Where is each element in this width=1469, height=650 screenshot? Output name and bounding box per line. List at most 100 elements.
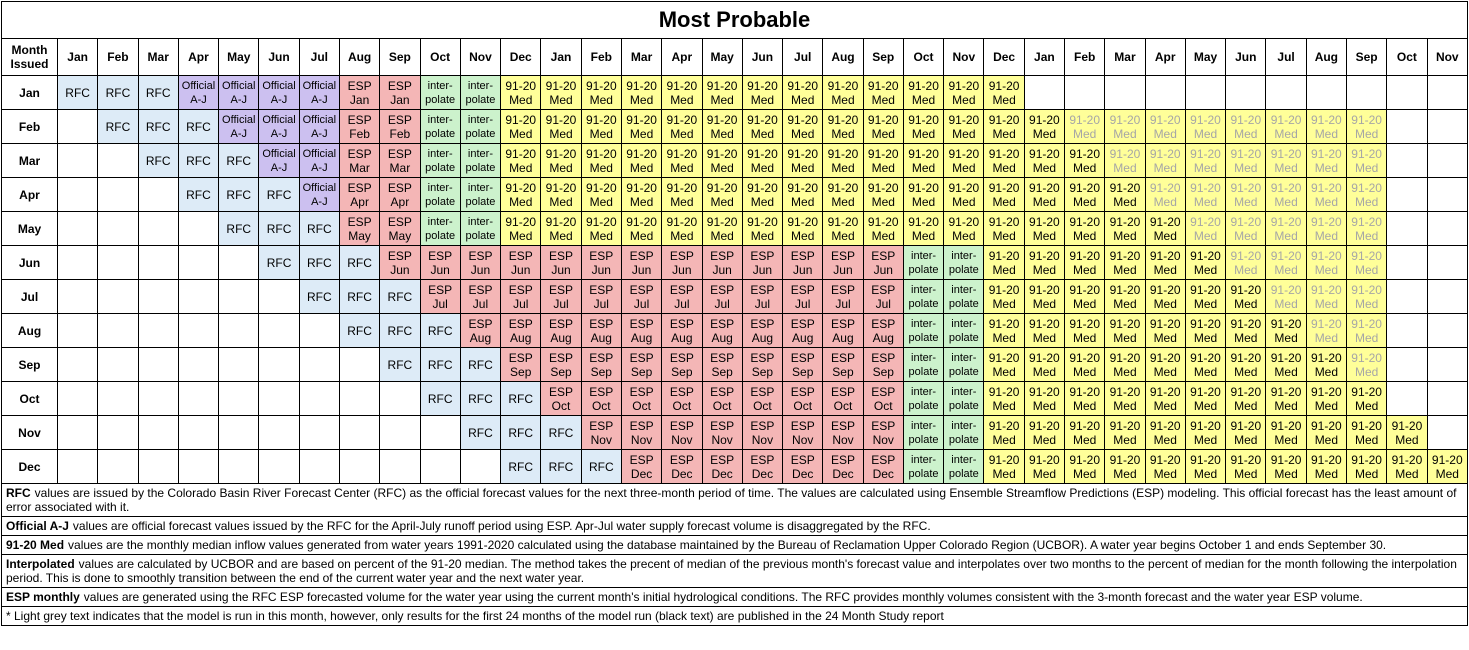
cell-esp: ESP Jul xyxy=(661,279,703,314)
cell-esp: ESP Nov xyxy=(620,415,663,450)
cell-esp: ESP Nov xyxy=(822,415,864,450)
cell-med: 91-20 Med xyxy=(902,211,945,246)
cell-esp: ESP Aug xyxy=(661,313,703,348)
cell-med: 91-20 Med xyxy=(701,211,743,246)
cell-off: Official A-J xyxy=(258,75,300,110)
cell-med: 91-20 Med xyxy=(500,75,542,110)
row: Jan RFC RFC RFC Official A-J Official A-J Offi… xyxy=(1,75,1469,110)
cell-med: 91-20 Med xyxy=(983,313,1025,348)
cell-rfc: RFC xyxy=(137,75,179,110)
cell-med: 91-20 Med xyxy=(1225,109,1267,144)
cell-int: inter-polate xyxy=(943,381,985,416)
empty-cell xyxy=(56,347,99,382)
cell-int: inter-polate xyxy=(419,75,461,110)
title: Most Probable xyxy=(1,1,1468,39)
cell-esp: ESP Jun xyxy=(620,245,663,280)
cell-med: 91-20 Med xyxy=(1144,313,1186,348)
cell-esp: ESP Aug xyxy=(580,313,622,348)
empty-cell xyxy=(137,347,179,382)
cell-esp: ESP Jan xyxy=(338,75,381,110)
cell-esp: ESP Apr xyxy=(379,177,421,212)
cell-med: 91-20 Med xyxy=(822,143,864,178)
cell-rfc: RFC xyxy=(258,211,300,246)
cell-int: inter-polate xyxy=(459,177,502,212)
month-header: Nov xyxy=(459,38,502,76)
cell-med: 91-20 Med xyxy=(1305,313,1348,348)
cell-med: 91-20 Med xyxy=(1104,449,1146,484)
cell-esp: ESP Nov xyxy=(661,415,703,450)
empty-cell xyxy=(137,245,179,280)
row-header: Oct xyxy=(1,381,58,416)
note: ESP monthly values are generated using th… xyxy=(1,587,1468,607)
empty-cell xyxy=(1426,143,1469,178)
cell-med: 91-20 Med xyxy=(1144,109,1186,144)
cell-esp: ESP Sep xyxy=(782,347,824,382)
empty-cell xyxy=(1386,381,1428,416)
cell-med: 91-20 Med xyxy=(983,211,1025,246)
empty-cell xyxy=(97,313,139,348)
cell-med: 91-20 Med xyxy=(1345,279,1388,314)
cell-rfc: RFC xyxy=(540,449,582,484)
cell-med: 91-20 Med xyxy=(1184,211,1227,246)
cell-esp: ESP Jul xyxy=(540,279,582,314)
cell-med: 91-20 Med xyxy=(1305,109,1348,144)
row: Aug RFC RFC RFC ESP Aug ESP Aug ESP Aug ESP Aug… xyxy=(1,313,1469,348)
cell-med: 91-20 Med xyxy=(983,279,1025,314)
cell-med: 91-20 Med xyxy=(782,177,824,212)
empty-cell xyxy=(298,381,340,416)
cell-esp: ESP Sep xyxy=(701,347,743,382)
cell-esp: ESP Jul xyxy=(419,279,461,314)
cell-med: 91-20 Med xyxy=(1386,415,1428,450)
cell-med: 91-20 Med xyxy=(741,75,784,110)
cell-med: 91-20 Med xyxy=(1184,143,1227,178)
empty-cell xyxy=(56,143,99,178)
cell-med: 91-20 Med xyxy=(1023,177,1066,212)
cell-med: 91-20 Med xyxy=(1265,313,1307,348)
row: Jul RFC RFC RFC ESP Jul ESP Jul ESP Jul ESP Jul… xyxy=(1,279,1469,314)
cell-rfc: RFC xyxy=(419,347,461,382)
cell-rfc: RFC xyxy=(258,177,300,212)
cell-med: 91-20 Med xyxy=(902,177,945,212)
cell-med: 91-20 Med xyxy=(661,143,703,178)
month-header: Apr xyxy=(177,38,220,76)
empty-cell xyxy=(97,449,139,484)
cell-esp: ESP Nov xyxy=(580,415,622,450)
cell-esp: ESP Jul xyxy=(500,279,542,314)
cell-med: 91-20 Med xyxy=(943,109,985,144)
empty-cell xyxy=(177,381,220,416)
row: Feb RFC RFC RFC Official A-J Official A-J Offi… xyxy=(1,109,1469,144)
month-header: Jun xyxy=(1225,38,1267,76)
row-header: Apr xyxy=(1,177,58,212)
cell-med: 91-20 Med xyxy=(822,211,864,246)
cell-med: 91-20 Med xyxy=(1104,109,1146,144)
cell-int: inter-polate xyxy=(943,415,985,450)
cell-rfc: RFC xyxy=(298,245,340,280)
note-row: * Light grey text indicates that the mod… xyxy=(1,606,1468,626)
month-header: Sep xyxy=(1345,38,1388,76)
corner-header: Month Issued xyxy=(1,38,58,76)
cell-med: 91-20 Med xyxy=(1144,449,1186,484)
cell-med: 91-20 Med xyxy=(580,109,622,144)
empty-cell xyxy=(1184,75,1227,110)
cell-rfc: RFC xyxy=(177,177,220,212)
cell-med: 91-20 Med xyxy=(540,75,582,110)
cell-med: 91-20 Med xyxy=(1345,415,1388,450)
cell-med: 91-20 Med xyxy=(1305,415,1348,450)
cell-med: 91-20 Med xyxy=(1184,109,1227,144)
cell-esp: ESP Mar xyxy=(338,143,381,178)
row: Jun RFC RFC RFC ESP Jun ESP Jun ESP Jun ESP Jun… xyxy=(1,245,1469,280)
cell-med: 91-20 Med xyxy=(1023,279,1066,314)
row: Dec RFC RFC RFC ESP Dec ESP Dec ESP Dec ESP Dec… xyxy=(1,449,1469,484)
empty-cell xyxy=(338,347,381,382)
month-header: Jun xyxy=(741,38,784,76)
empty-cell xyxy=(1426,381,1469,416)
empty-cell xyxy=(379,449,421,484)
cell-int: inter-polate xyxy=(943,347,985,382)
cell-med: 91-20 Med xyxy=(1345,143,1388,178)
empty-cell xyxy=(258,347,300,382)
cell-esp: ESP Jun xyxy=(379,245,421,280)
cell-esp: ESP Jun xyxy=(782,245,824,280)
month-header: Oct xyxy=(1386,38,1428,76)
empty-cell xyxy=(137,449,179,484)
cell-esp: ESP Jul xyxy=(580,279,622,314)
